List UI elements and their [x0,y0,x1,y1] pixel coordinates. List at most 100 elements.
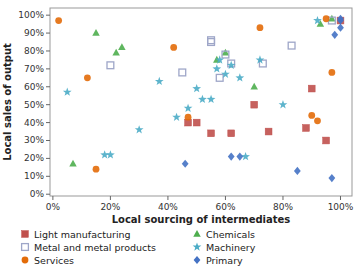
x-tick [52,196,53,200]
x-tick-label: 40% [158,202,178,212]
legend-marker [193,242,202,250]
y-tick-label: 80% [24,46,44,56]
point [337,16,344,24]
point [228,130,235,137]
point [257,24,264,31]
y-tick-label: 30% [24,135,44,145]
x-tick-label: 20% [100,202,120,212]
point [235,73,244,81]
x-axis-label: Local sourcing of intermediates [112,214,291,225]
point [179,69,186,76]
legend-marker [194,256,201,264]
point [185,114,192,121]
y-tick-label: 90% [24,28,44,38]
point [222,51,229,58]
point [55,17,62,24]
point [256,55,265,63]
series [182,15,344,183]
legend-label: Machinery [206,242,256,253]
point [227,61,236,69]
x-tick [340,196,341,200]
series [63,16,322,160]
point [155,77,164,85]
y-tick [46,158,50,159]
legend-marker [22,244,29,251]
point [192,84,201,92]
point [118,43,125,50]
legend-label: Metal and metal products [34,242,156,253]
y-tick-label: 0% [30,189,45,199]
x-tick-label: 60% [215,202,235,212]
point [228,153,235,161]
series [69,15,335,167]
legend-label: Light manufacturing [34,229,131,240]
point [170,44,177,51]
point [294,167,301,175]
y-tick-label: 10% [24,171,44,181]
y-tick [46,15,50,16]
series [55,15,335,172]
legend-label: Chemicals [206,229,255,240]
x-tick [110,196,111,200]
point [193,119,200,126]
point [198,95,207,103]
point [63,88,72,96]
point [106,150,115,158]
point [208,37,215,44]
point [107,62,114,69]
legend-marker [22,231,29,238]
x-tick-label: 100% [328,202,354,212]
x-tick-label: 80% [273,202,293,212]
point [279,100,288,108]
point [215,55,224,63]
point [313,16,322,24]
y-tick [46,176,50,177]
y-tick [46,86,50,87]
series [107,17,335,81]
point [212,64,221,72]
point [328,174,335,182]
legend-marker [193,230,200,237]
point [222,49,229,56]
point [323,137,330,144]
y-tick [46,140,50,141]
point [184,104,193,112]
point [314,117,321,124]
point [135,125,144,133]
legend-marker [22,257,29,264]
legend: Light manufacturing Chemicals Metal and me… [22,229,256,266]
y-tick [46,194,50,195]
point [308,112,315,119]
point [328,69,335,76]
point [250,83,257,90]
y-tick-label: 50% [24,100,44,110]
y-tick-label: 40% [24,118,44,128]
point [236,153,243,161]
y-tick [46,104,50,105]
point [84,74,91,81]
point [303,125,310,132]
point [93,166,100,173]
point [323,15,330,22]
point [207,95,216,103]
point [221,70,230,78]
point [331,31,338,39]
legend-label: Services [34,255,74,266]
point [208,39,215,46]
point [328,17,335,24]
series [185,17,344,144]
point [208,130,215,137]
y-tick [46,50,50,51]
legend-label: Primary [206,255,243,266]
point [172,113,181,121]
point [308,85,315,92]
y-tick [46,68,50,69]
x-tick [225,196,226,200]
point [182,160,189,168]
x-tick-label: 0% [46,202,61,212]
point [265,128,272,135]
point [216,74,223,81]
plot-area [55,15,344,183]
x-tick [282,196,283,200]
point [288,42,295,49]
